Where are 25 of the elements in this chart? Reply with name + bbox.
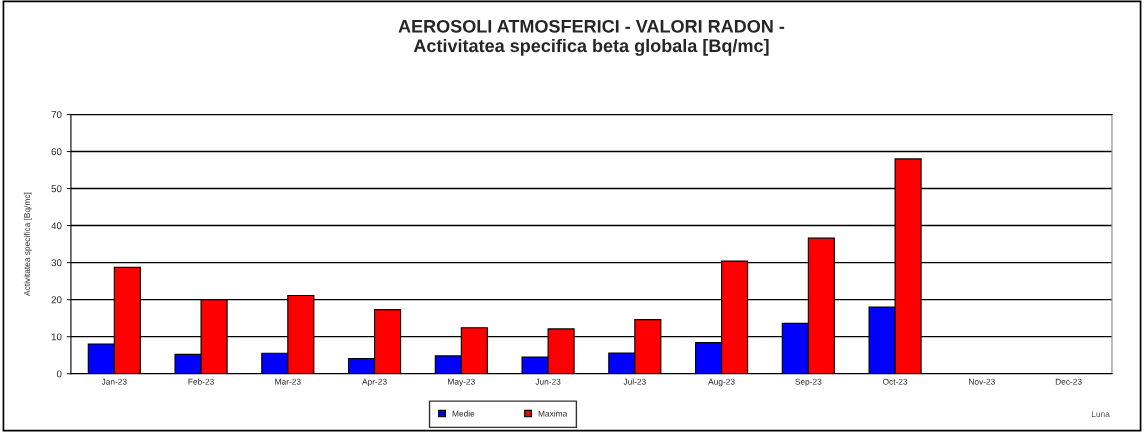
x-tick-label: Jan-23 [101, 378, 127, 385]
text: Luna [1091, 411, 1110, 417]
x-tick-label: Apr-23 [362, 378, 387, 387]
y-tick-label: 10 [51, 333, 62, 341]
y-tick-label: 50 [51, 185, 62, 193]
x-tick-label: Jul-23 [623, 378, 646, 385]
x-tick-label: Oct-23 [882, 378, 908, 385]
x-tick-label: Feb-23 [188, 378, 214, 385]
y-tick-label: 60 [51, 148, 62, 156]
x-tick-label: May-23 [448, 378, 475, 387]
y-axis-title: Activitatea specifica [Bq/mc] [23, 192, 32, 296]
x-tick-label: Aug-23 [708, 378, 735, 387]
legend-label: Maxima [538, 410, 568, 417]
y-tick-label: 70 [51, 111, 62, 119]
y-tick-label: 40 [51, 222, 62, 230]
y-tick-label: 30 [51, 259, 62, 267]
y-tick-label: 0 [56, 370, 62, 378]
x-tick-label: Mar-23 [275, 378, 301, 385]
x-tick-label: Sep-23 [795, 378, 822, 387]
x-tick-label: Nov-23 [969, 378, 995, 385]
chart-title: AEROSOLI ATMOSFERICI - VALORI RADON - Activitatea specifica beta globala [Bq/mc] [398, 19, 785, 56]
x-tick-label: Jun-23 [535, 378, 561, 385]
x-tick-label: Dec-23 [1055, 378, 1082, 385]
y-tick-label: 20 [51, 296, 62, 304]
legend-label: Medie [452, 410, 475, 417]
